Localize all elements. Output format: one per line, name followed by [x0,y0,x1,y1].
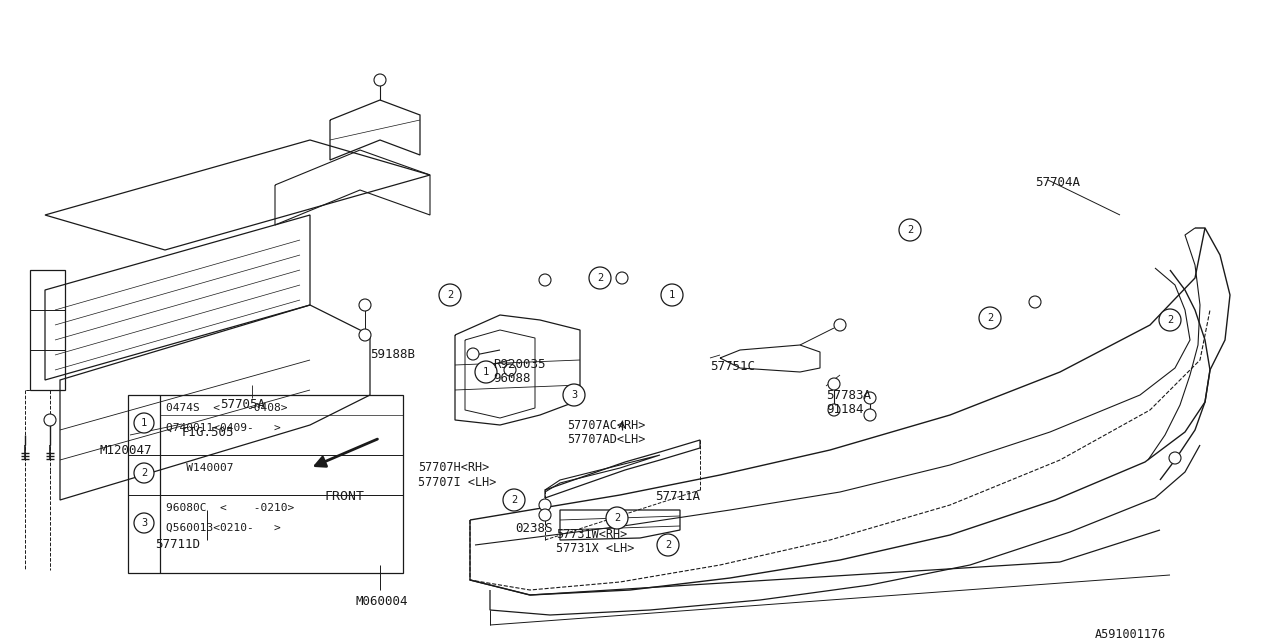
Circle shape [1158,309,1181,331]
Circle shape [134,463,154,483]
Text: 57783A: 57783A [826,389,870,402]
Text: 57707I <LH>: 57707I <LH> [419,476,497,489]
Text: 2: 2 [447,290,453,300]
Circle shape [1164,314,1176,326]
Text: 0474S  <    -0408>: 0474S < -0408> [166,403,288,413]
Circle shape [864,409,876,421]
Text: 57707AC<RH>: 57707AC<RH> [567,419,645,432]
Text: 91184: 91184 [826,403,864,416]
Text: FRONT: FRONT [325,490,365,503]
Text: FIG.505: FIG.505 [182,426,234,439]
Circle shape [589,267,611,289]
Circle shape [134,513,154,533]
Text: 57731W<RH>: 57731W<RH> [556,528,627,541]
Text: 1: 1 [483,367,489,377]
Text: 57711A: 57711A [655,490,700,503]
Text: A591001176: A591001176 [1094,628,1166,640]
Bar [128,395,403,573]
Text: 2: 2 [141,468,147,478]
Text: 57751C: 57751C [710,360,755,373]
Circle shape [1169,452,1181,464]
Text: M120047: M120047 [100,444,152,457]
Text: 2: 2 [511,495,517,505]
Text: 59188B: 59188B [370,348,415,361]
Circle shape [475,361,497,383]
Circle shape [504,364,516,376]
Circle shape [539,509,550,521]
Text: 1: 1 [141,418,147,428]
Circle shape [904,222,916,234]
Circle shape [1029,296,1041,308]
Text: 2: 2 [614,513,620,523]
Text: Q740011<0409-   >: Q740011<0409- > [166,423,280,433]
Text: 57704A: 57704A [1036,176,1080,189]
Circle shape [358,329,371,341]
Text: 96080C  <    -0210>: 96080C < -0210> [166,503,294,513]
Text: 2: 2 [906,225,913,235]
Circle shape [657,534,678,556]
Circle shape [374,74,387,86]
Circle shape [984,312,996,324]
Circle shape [660,284,684,306]
Text: 1: 1 [669,290,675,300]
Text: Q560013<0210-   >: Q560013<0210- > [166,523,280,533]
Circle shape [616,272,628,284]
Text: 3: 3 [141,518,147,528]
Text: 57707H<RH>: 57707H<RH> [419,461,489,474]
Circle shape [835,319,846,331]
Text: R920035: R920035 [493,358,545,371]
Circle shape [503,489,525,511]
Text: 0238S: 0238S [515,522,553,535]
Circle shape [539,499,550,511]
Text: 57707AD<LH>: 57707AD<LH> [567,433,645,446]
Text: 57711D: 57711D [155,538,200,551]
Circle shape [828,404,840,416]
Text: 57731X <LH>: 57731X <LH> [556,542,635,555]
Text: 2: 2 [596,273,603,283]
Circle shape [828,378,840,390]
Circle shape [539,274,550,286]
Text: 3: 3 [571,390,577,400]
Text: M060004: M060004 [355,595,407,608]
Text: 57705A: 57705A [220,398,265,411]
Circle shape [134,413,154,433]
Circle shape [358,299,371,311]
Circle shape [979,307,1001,329]
Text: 2: 2 [987,313,993,323]
Circle shape [563,384,585,406]
Text: 2: 2 [1167,315,1174,325]
Circle shape [44,414,56,426]
Circle shape [467,348,479,360]
Text: W140007: W140007 [166,463,233,473]
Circle shape [899,219,922,241]
Circle shape [605,507,628,529]
Circle shape [439,284,461,306]
Text: 2: 2 [664,540,671,550]
Text: 96088: 96088 [493,372,530,385]
Circle shape [864,392,876,404]
